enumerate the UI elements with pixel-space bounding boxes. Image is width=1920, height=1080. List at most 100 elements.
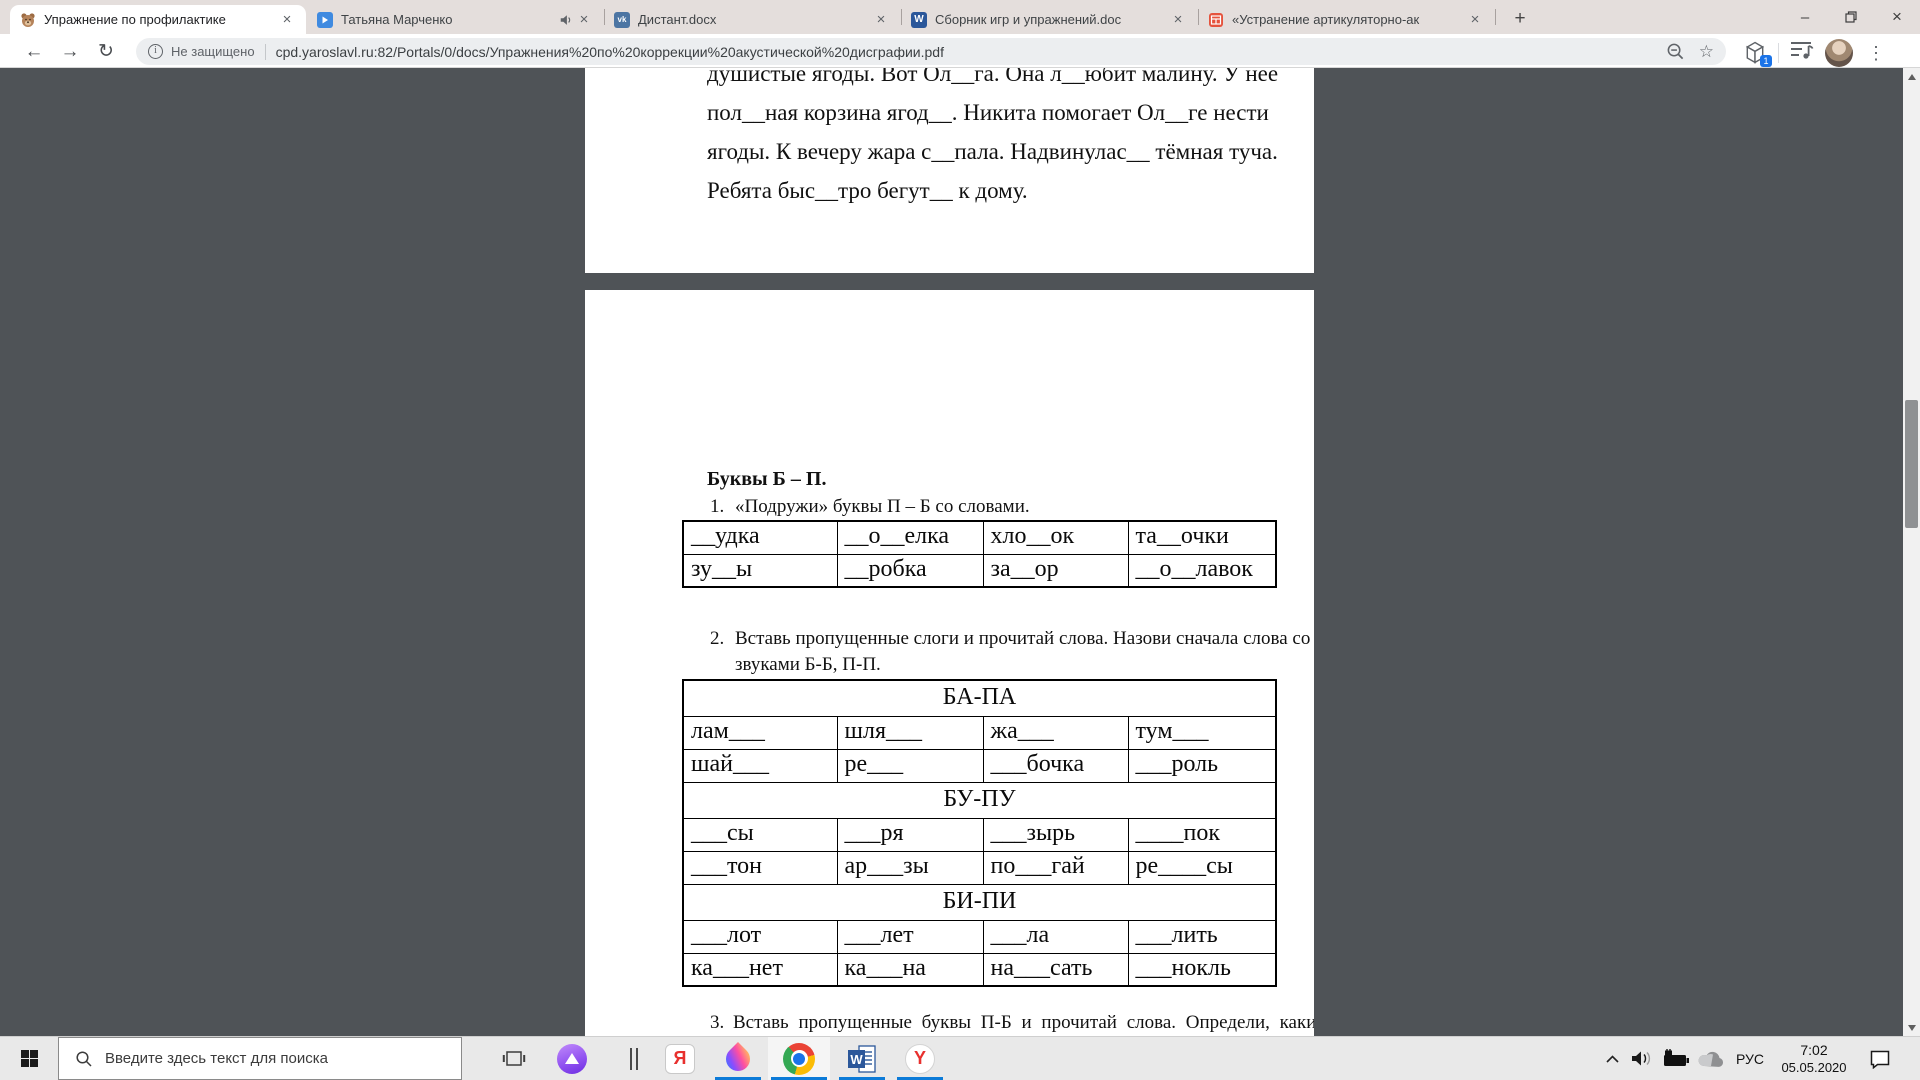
word-cell: __о__елка <box>836 520 984 555</box>
taskbar-app-paint3d[interactable] <box>712 1037 764 1080</box>
battery-icon[interactable] <box>1658 1037 1694 1080</box>
close-icon[interactable]: × <box>282 10 292 28</box>
syllable-header: БА-ПА <box>682 679 1277 717</box>
text-line: пол__ная корзина ягод__. Никита помогает… <box>707 100 1269 125</box>
text-line: душистые ягоды. Вот Ол__га. Она л__юбит … <box>707 68 1279 86</box>
close-icon[interactable]: × <box>1173 10 1183 28</box>
close-icon[interactable]: × <box>876 10 886 28</box>
window-close-button[interactable]: × <box>1892 7 1902 26</box>
chrome-icon <box>783 1042 815 1075</box>
tab-distant-docx[interactable]: vk Дистант.docx × <box>604 5 900 34</box>
tab-title: Дистант.docx <box>638 12 717 27</box>
extension-cube-icon[interactable]: 1 <box>1744 41 1772 67</box>
taskbar-app-word[interactable]: W <box>836 1037 888 1080</box>
page-info-icon[interactable]: i <box>148 44 163 59</box>
word-cell: за__ор <box>982 553 1129 588</box>
pdf-viewer: душистые ягоды. Вот Ол__га. Она л__юбит … <box>0 68 1920 1036</box>
taskbar-app-yandex-ya[interactable]: Я <box>654 1037 706 1080</box>
syllable-header: БУ-ПУ <box>682 781 1277 819</box>
table-row: ка___нет ка___на на___сать ___нокль <box>682 952 1277 987</box>
volume-icon[interactable] <box>1628 1037 1656 1080</box>
window-minimize-button[interactable]: – <box>1800 8 1810 26</box>
search-placeholder: Введите здесь текст для поиска <box>105 1050 328 1067</box>
taskbar-app-chrome[interactable] <box>768 1037 830 1080</box>
start-button[interactable] <box>0 1037 58 1080</box>
zoom-out-icon[interactable] <box>1666 42 1685 61</box>
reload-icon[interactable]: ↻ <box>98 41 114 62</box>
tab-tatyana-marchenko[interactable]: Татьяна Марченко × <box>307 5 603 34</box>
tab-ustranenie[interactable]: «Устранение артикуляторно-ак × <box>1198 5 1494 34</box>
exercise-1-table: __удка __о__елка хло__ок та__очки зу__ы … <box>682 520 1277 588</box>
exercise-2-table: БА-ПА лам___ шля___ жа___ тум___ шай___ … <box>682 679 1278 987</box>
page1-paragraph: душистые ягоды. Вот Ол__га. Она л__юбит … <box>707 68 1278 210</box>
red-table-favicon-icon <box>1208 12 1224 28</box>
word-cell: шай___ <box>682 748 838 783</box>
close-icon[interactable]: × <box>579 10 589 28</box>
back-icon[interactable]: ← <box>24 41 44 62</box>
table-row: БИ-ПИ <box>682 883 1277 921</box>
language-indicator[interactable]: РУС <box>1735 1050 1765 1067</box>
table-row: БУ-ПУ <box>682 781 1277 819</box>
scrollbar[interactable] <box>1903 68 1920 1036</box>
svg-text:W: W <box>850 1052 863 1067</box>
profile-avatar[interactable] <box>1825 38 1853 67</box>
word-cell: та__очки <box>1127 520 1277 555</box>
toolbar-right-cluster: 1 ⋮ <box>1744 38 1885 67</box>
taskbar-search-input[interactable]: Введите здесь текст для поиска <box>58 1037 462 1080</box>
scroll-down-icon[interactable] <box>1903 1019 1920 1036</box>
close-icon[interactable]: × <box>1470 10 1480 28</box>
word-cell: ____пок <box>1127 817 1277 852</box>
scroll-up-icon[interactable] <box>1903 68 1920 85</box>
browser-menu-icon[interactable]: ⋮ <box>1867 42 1885 63</box>
table-row: ___лот ___лет ___ла ___лить <box>682 919 1277 954</box>
taskbar-clock[interactable]: 7:02 05.05.2020 <box>1772 1037 1856 1080</box>
exercise-3-text: Вставь пропущенные буквы П-Б и прочитай … <box>733 1012 1314 1033</box>
clock-date: 05.05.2020 <box>1781 1059 1847 1075</box>
word-cell: ___ла <box>982 919 1129 954</box>
word-cell: зу__ы <box>682 553 838 588</box>
notification-bubble-icon <box>1870 1050 1890 1069</box>
exercise-1-text: «Подружи» буквы П – Б со словами. <box>735 496 1030 517</box>
scrollbar-thumb[interactable] <box>1905 400 1918 528</box>
tab-audio-speaker-icon[interactable] <box>559 13 573 27</box>
tab-sbornik-igr[interactable]: W Сборник игр и упражнений.doc × <box>901 5 1197 34</box>
action-center-button[interactable] <box>1858 1037 1902 1080</box>
media-controls-icon[interactable] <box>1789 38 1815 67</box>
video-play-favicon-icon <box>317 11 333 28</box>
alice-assistant-button[interactable] <box>548 1037 596 1080</box>
window-restore-button[interactable] <box>1828 0 1874 34</box>
bookmark-star-icon[interactable]: ☆ <box>1698 41 1714 61</box>
new-tab-button[interactable]: + <box>1514 8 1526 29</box>
word-cell: ___зырь <box>982 817 1129 852</box>
taskbar-app-yandex-browser[interactable]: Y <box>894 1037 946 1080</box>
taskbar-separator-handle[interactable] <box>626 1037 642 1080</box>
word-cell: на___сать <box>982 952 1129 987</box>
task-view-button[interactable] <box>492 1037 536 1080</box>
word-cell: ___нокль <box>1127 952 1277 987</box>
word-cell: тум___ <box>1127 715 1277 750</box>
tray-expand-chevron-icon[interactable] <box>1600 1037 1624 1080</box>
word-cell: ре___ <box>836 748 984 783</box>
onedrive-cloud-icon[interactable] <box>1694 1037 1728 1080</box>
word-cell: шля___ <box>836 715 984 750</box>
word-cell: ___лот <box>682 919 838 954</box>
word-cell: ___сы <box>682 817 838 852</box>
forward-icon[interactable]: → <box>60 41 80 62</box>
word-cell: ка___на <box>836 952 984 987</box>
tab-separator <box>1198 9 1199 25</box>
word-cell: __о__лавок <box>1127 553 1277 588</box>
url-text[interactable]: cpd.yaroslavl.ru:82/Portals/0/docs/Упраж… <box>275 43 944 60</box>
bear-favicon-icon <box>20 12 36 28</box>
word-cell: ар___зы <box>836 850 984 885</box>
address-bar[interactable]: i Не защищено cpd.yaroslavl.ru:82/Portal… <box>136 38 1726 65</box>
word-cell: лам___ <box>682 715 838 750</box>
vk-favicon-icon: vk <box>614 11 630 28</box>
tab-separator <box>1495 9 1496 25</box>
tab-exercises-pdf[interactable]: Упражнение по профилактике × <box>10 5 306 34</box>
clock-time: 7:02 <box>1800 1041 1828 1058</box>
pdf-page-1: душистые ягоды. Вот Ол__га. Она л__юбит … <box>585 68 1314 273</box>
table-row: лам___ шля___ жа___ тум___ <box>682 715 1277 750</box>
yandex-y-icon: Y <box>905 1043 935 1074</box>
word-cell: __удка <box>682 520 838 555</box>
